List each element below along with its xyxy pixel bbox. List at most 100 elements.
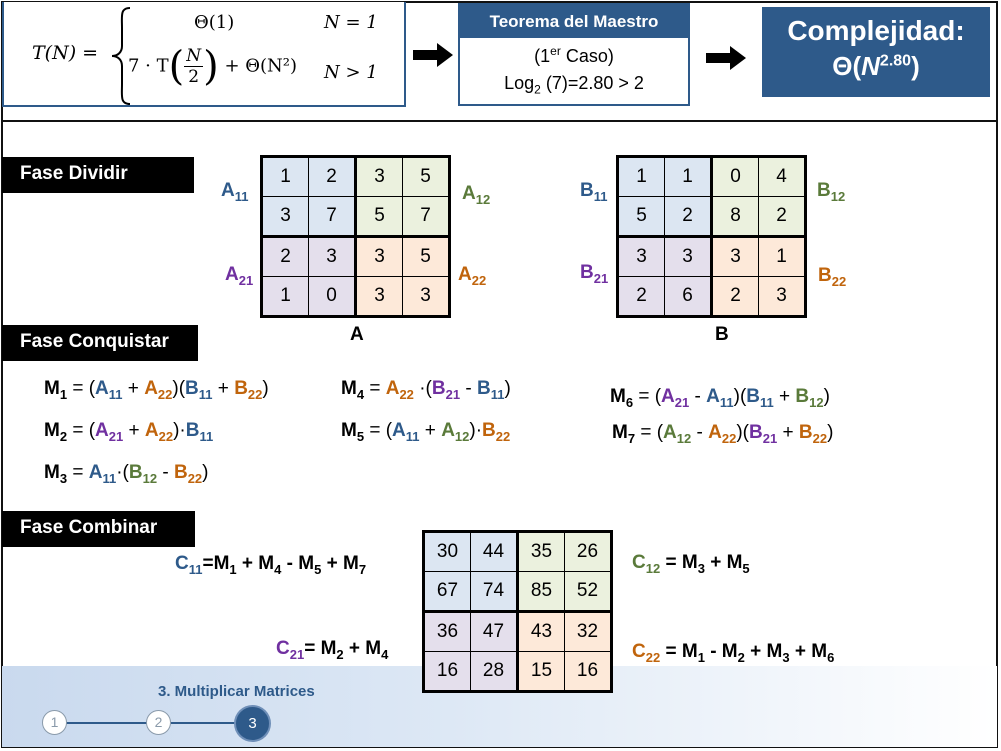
- step-3-button[interactable]: 3: [236, 707, 269, 740]
- equation-m2: M2 = (A21 + A22)·B11: [44, 420, 214, 444]
- case1-value: Θ(1): [194, 12, 235, 33]
- label-b22: B22: [818, 265, 847, 289]
- recurrence-box: T(N) = Θ(1) N = 1 7 · T(N 2) + Θ(N²) N > …: [2, 2, 406, 107]
- matrix-cell: 3: [355, 156, 403, 197]
- matrix-cell: 2: [617, 276, 665, 317]
- matrix-cell: 6: [664, 276, 713, 317]
- phase-conquer-label: Fase Conquistar: [2, 325, 198, 361]
- matrix-cell: 3: [664, 236, 713, 277]
- complexity-title: Complejidad:: [787, 15, 965, 46]
- matrix-b-name: B: [715, 324, 729, 345]
- divider: [2, 120, 997, 122]
- step-connector: [66, 722, 147, 724]
- recurrence-lhs: T(N) =: [32, 42, 99, 64]
- matrix-cell: 15: [517, 651, 565, 692]
- matrix-cell: 26: [564, 531, 612, 572]
- label-a11: A11: [221, 180, 249, 204]
- matrix-c: 30 44 35 26 67 74 85 52 36 47 43 32 16 28 15 16: [422, 530, 613, 693]
- matrix-cell: 44: [470, 531, 519, 572]
- matrix-cell: 7: [308, 196, 357, 238]
- matrix-cell: 7: [402, 196, 450, 238]
- case2-suffix: + Θ(N²): [224, 55, 298, 77]
- phase-divide-label: Fase Dividir: [2, 157, 194, 193]
- equation-m7: M7 = (A12 - A22)(B21 + B22): [612, 422, 834, 446]
- label-b11: B11: [580, 180, 608, 204]
- master-theorem-log: Log2 (7)=2.80 > 2: [504, 73, 644, 97]
- matrix-cell: 1: [261, 156, 309, 197]
- matrix-cell: 36: [423, 611, 471, 652]
- label-b21: B21: [580, 262, 609, 286]
- case1-condition: N = 1: [324, 12, 378, 33]
- fraction-denominator: 2: [188, 67, 200, 87]
- matrix-cell: 85: [517, 571, 565, 613]
- matrix-cell: 1: [758, 236, 806, 277]
- matrix-cell: 16: [564, 651, 612, 692]
- matrix-cell: 5: [402, 156, 450, 197]
- equation-m3: M3 = A11·(B12 - B22): [44, 462, 209, 486]
- master-theorem-case: (1er Caso): [534, 44, 614, 66]
- case2-expression: 7 · T(N 2) + Θ(N²): [128, 43, 298, 90]
- footer-title: 3. Multiplicar Matrices: [158, 683, 315, 700]
- matrix-cell: 16: [423, 651, 471, 692]
- equation-m5: M5 = (A11 + A12)·B22: [341, 420, 511, 444]
- complexity-box: Complejidad: Θ(N2.80): [762, 7, 990, 97]
- master-theorem-title: Teorema del Maestro: [460, 5, 688, 38]
- step-1-button[interactable]: 1: [42, 710, 67, 735]
- matrix-cell: 5: [355, 196, 403, 238]
- matrix-cell: 2: [758, 196, 806, 238]
- matrix-cell: 2: [308, 156, 357, 197]
- equation-c22: C22 = M1 - M2 + M3 + M6: [632, 641, 835, 665]
- matrix-a-name: A: [350, 324, 364, 345]
- right-arrow-icon: [413, 43, 453, 67]
- matrix-cell: 2: [664, 196, 713, 238]
- equation-c12: C12 = M3 + M5: [632, 552, 750, 576]
- label-b12: B12: [817, 180, 846, 204]
- matrix-cell: 0: [308, 276, 357, 317]
- matrix-cell: 43: [517, 611, 565, 652]
- matrix-cell: 3: [355, 236, 403, 277]
- matrix-cell: 8: [711, 196, 759, 238]
- matrix-cell: 1: [617, 156, 665, 197]
- matrix-cell: 2: [261, 236, 309, 277]
- right-arrow-icon: [706, 46, 746, 70]
- matrix-cell: 2: [711, 276, 759, 317]
- matrix-cell: 67: [423, 571, 471, 613]
- matrix-cell: 47: [470, 611, 519, 652]
- equation-m4: M4 = A22 ·(B21 - B11): [341, 378, 511, 402]
- step-2-button[interactable]: 2: [146, 710, 171, 735]
- matrix-cell: 5: [617, 196, 665, 238]
- complexity-value: Θ(N2.80): [832, 51, 920, 81]
- label-a12: A12: [462, 183, 491, 207]
- case2-prefix: 7 · T: [128, 55, 169, 77]
- matrix-cell: 5: [402, 236, 450, 277]
- matrix-cell: 0: [711, 156, 759, 197]
- matrix-cell: 35: [517, 531, 565, 572]
- fraction-numerator: N: [184, 46, 204, 67]
- matrix-cell: 52: [564, 571, 612, 613]
- case2-condition: N > 1: [324, 62, 378, 83]
- matrix-cell: 3: [758, 276, 806, 317]
- matrix-cell: 3: [402, 276, 450, 317]
- brace-icon: [111, 7, 131, 105]
- step-connector: [171, 722, 236, 724]
- matrix-cell: 4: [758, 156, 806, 197]
- matrix-cell: 30: [423, 531, 471, 572]
- equation-m6: M6 = (A21 - A11)(B11 + B12): [610, 386, 830, 410]
- matrix-cell: 3: [617, 236, 665, 277]
- phase-combine-label: Fase Combinar: [2, 511, 195, 547]
- equation-c11: C11=M1 + M4 - M5 + M7: [175, 553, 367, 577]
- master-theorem-box: Teorema del Maestro (1er Caso) Log2 (7)=…: [458, 3, 690, 106]
- label-a21: A21: [225, 264, 254, 288]
- matrix-cell: 32: [564, 611, 612, 652]
- equation-m1: M1 = (A11 + A22)(B11 + B22): [44, 378, 269, 402]
- matrix-cell: 3: [308, 236, 357, 277]
- matrix-cell: 3: [355, 276, 403, 317]
- matrix-cell: 74: [470, 571, 519, 613]
- matrix-cell: 28: [470, 651, 519, 692]
- matrix-cell: 1: [664, 156, 713, 197]
- label-a22: A22: [458, 264, 487, 288]
